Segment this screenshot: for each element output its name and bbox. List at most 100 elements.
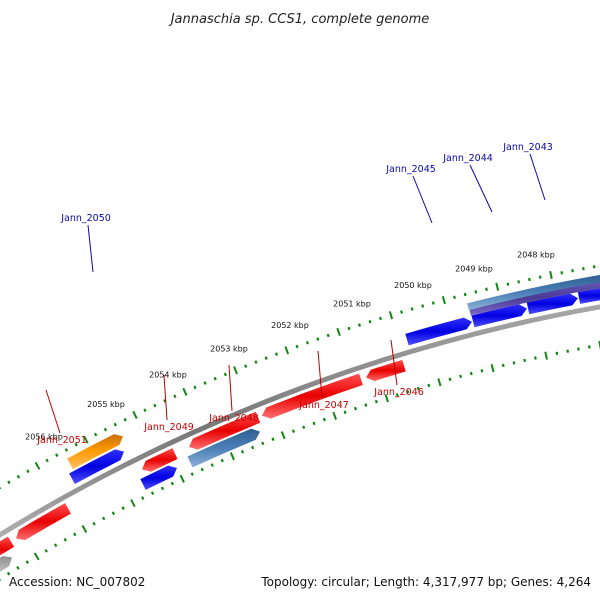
inner-tick-mark [374,399,378,404]
outer-tick-mark [264,356,268,360]
tick-label: 2053 kbp [210,344,248,353]
inner-tick-mark [302,425,306,430]
outer-tick-mark [463,292,467,297]
outer-tick-mark [506,282,510,286]
inner-tick-mark [322,417,326,422]
gene-purple-feature [469,279,600,316]
outer-tick-mark [233,366,238,375]
inner-tick-mark [170,481,174,486]
outer-tick-mark [113,422,117,427]
leader-line [317,350,323,399]
outer-tick-mark [74,442,78,447]
outer-tick-mark [549,270,553,280]
gene-label: Jann_2049 [143,422,194,433]
outer-tick-mark [400,310,404,314]
outer-tick-mark [193,385,197,390]
inner-tick-mark [523,358,527,363]
outer-tick-mark [517,280,521,284]
inner-tick-mark [53,543,58,548]
gene-jann-2051 [16,503,71,541]
inner-tick-mark [44,548,48,553]
tick-label: 2055 kbp [87,400,125,409]
outer-tick-mark [64,448,69,452]
inner-tick-mark [480,369,484,373]
inner-tick-mark [121,506,125,510]
outer-tick-mark [203,381,207,385]
gene-label: Jann_2043 [502,142,553,153]
outer-tick-mark [7,480,11,485]
label-leader-lines [45,153,546,434]
outer-tick-mark [357,323,362,327]
outer-tick-mark [83,435,89,444]
outer-tick-mark [93,432,98,437]
inner-tick-mark [437,378,442,387]
gene-label: Jann_2050 [60,213,111,224]
inner-tick-mark [6,571,11,576]
inner-tick-mark [63,537,67,542]
inner-tick-mark [200,467,204,472]
inner-tick-mark [16,565,20,570]
outer-tick-mark [592,265,596,269]
leader-line [228,364,233,412]
outer-tick-mark [132,410,138,419]
tick-rings [0,265,600,581]
gene-jann-2048 [187,428,260,468]
outer-tick-mark [485,287,488,291]
inner-tick-mark [364,403,368,407]
outer-tick-mark [55,453,59,457]
inner-tick-mark [469,371,473,376]
tick-label: 2049 kbp [455,265,493,274]
leader-line [163,374,168,421]
gene-jann-2043 [526,293,578,315]
inner-tick-mark [73,532,77,537]
inner-tick-mark [179,474,185,483]
gene-jann-2046 [366,359,406,382]
inner-tick-mark [577,347,580,351]
outer-tick-mark [582,267,585,271]
gene-jann-2044 [471,304,527,328]
genome-backbone [0,304,600,538]
outer-tick-mark [103,427,108,432]
gene-jann-2048-cds [189,411,261,450]
gene-jann-2047 [262,373,363,419]
leader-line [390,339,398,386]
inner-tick-mark [512,361,516,365]
outer-tick-mark [295,344,299,349]
inner-tick-mark [555,351,559,356]
gene-jann-2052 [0,536,15,556]
outer-tick-mark [305,340,309,345]
outer-tick-mark [213,376,217,381]
inner-tick-mark [261,441,265,446]
gene-steel-feature [467,274,600,311]
outer-tick-mark [16,474,21,479]
outer-tick-mark [528,277,531,282]
tick-label: 2050 kbp [394,281,432,290]
accession-text: Accession: NC_007802 [9,575,146,589]
inner-tick-mark [587,345,591,349]
outer-tick-mark [538,275,542,279]
inner-tick-mark [210,463,214,467]
outer-tick-mark [284,346,290,355]
genome-summary-text: Topology: circular; Length: 4,317,977 bp… [261,575,591,589]
inner-tick-mark [544,351,548,360]
gene-label: Jann_2047 [298,400,349,411]
gene-jann-2050-cds [69,449,124,485]
gene-label: Jann_2048 [208,413,259,424]
tick-label: 2052 kbp [271,321,309,330]
outer-tick-mark [474,290,478,294]
inner-tick-mark [271,437,275,442]
tick-label: 2048 kbp [517,251,555,260]
inner-tick-mark [81,524,88,533]
tick-label: 2056 kbp [25,432,63,441]
gene-pseudo-feature [0,555,12,572]
outer-tick-mark [123,417,127,422]
outer-tick-mark [316,337,320,341]
inner-tick-mark [490,363,495,373]
outer-tick-mark [368,319,372,324]
outer-tick-mark [173,394,177,399]
outer-tick-mark [495,282,500,291]
leader-line [412,175,433,224]
outer-tick-mark [34,461,41,470]
inner-tick-mark [130,499,136,508]
